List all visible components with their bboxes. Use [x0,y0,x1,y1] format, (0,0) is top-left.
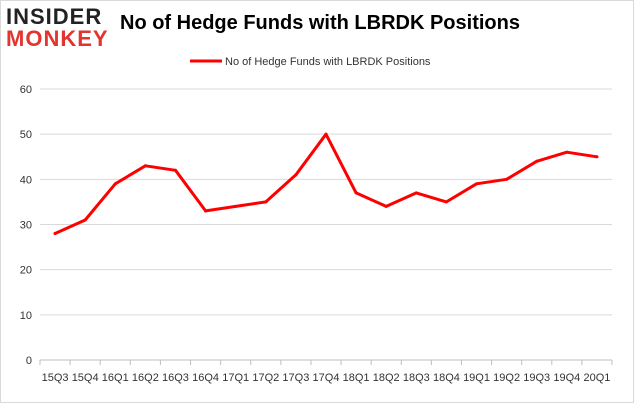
data-point [505,177,509,181]
data-point [324,132,328,136]
data-point [53,232,57,236]
data-point [113,182,117,186]
data-point [354,191,358,195]
x-tick-label: 15Q3 [42,372,69,384]
data-point [294,173,298,177]
axes [39,359,613,365]
x-axis-ticks: 15Q3 15Q4 16Q1 16Q2 16Q3 16Q4 17Q1 17Q2 17Q3 17Q4… [42,372,611,384]
data-point [143,164,147,168]
y-tick-label: 20 [20,265,32,277]
legend: No of Hedge Funds with LBRDK Positions [190,56,431,68]
data-point [535,159,539,163]
data-point [595,155,599,159]
x-tick-label: 16Q4 [192,372,219,384]
y-tick-label: 30 [20,220,32,232]
x-tick-label: 19Q3 [523,372,550,384]
data-point [173,168,177,172]
logo-text-bottom: MONKEY [6,26,109,51]
series-layer [53,132,599,236]
legend-label: No of Hedge Funds with LBRDK Positions [225,56,431,68]
data-point [264,200,268,204]
y-tick-label: 0 [26,355,32,367]
y-tick-label: 60 [20,84,32,96]
x-tick-label: 15Q4 [72,372,99,384]
data-point [83,218,87,222]
x-tick-label: 16Q3 [162,372,189,384]
y-tick-label: 40 [20,174,32,186]
x-tick-label: 18Q2 [373,372,400,384]
x-tick-label: 17Q2 [252,372,279,384]
data-point [204,209,208,213]
x-tick-label: 16Q2 [132,372,159,384]
insider-monkey-logo: INSIDER MONKEY [6,6,118,52]
x-tick-label: 19Q4 [553,372,580,384]
x-tick-label: 20Q1 [583,372,610,384]
data-point [475,182,479,186]
x-tick-label: 16Q1 [102,372,129,384]
y-tick-label: 10 [20,310,32,322]
y-tick-label: 50 [20,129,32,141]
logo-text-top: INSIDER [6,4,103,29]
gridlines [40,88,612,316]
data-point [384,204,388,208]
x-tick-label: 19Q2 [493,372,520,384]
x-tick-label: 19Q1 [463,372,490,384]
x-tick-label: 17Q3 [282,372,309,384]
x-tick-label: 17Q4 [313,372,340,384]
series-line-0 [53,132,599,235]
data-point [565,150,569,154]
data-point [234,204,238,208]
x-tick-label: 18Q4 [433,372,460,384]
y-axis-ticks: 0 10 20 30 40 50 60 [20,84,32,367]
data-point [414,191,418,195]
x-tick-label: 17Q1 [222,372,249,384]
x-tick-label: 18Q3 [403,372,430,384]
data-point [444,200,448,204]
x-tick-label: 18Q1 [343,372,370,384]
chart-title: No of Hedge Funds with LBRDK Positions [120,12,520,34]
